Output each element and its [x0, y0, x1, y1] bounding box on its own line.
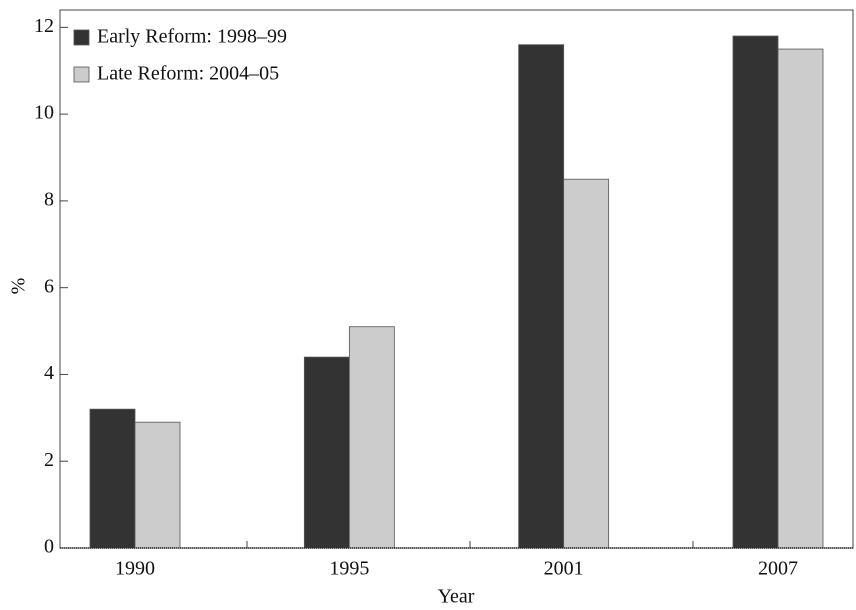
bar [303, 356, 350, 549]
bar [777, 48, 824, 549]
legend-swatch [73, 66, 90, 83]
legend-label: Late Reform: 2004–05 [97, 63, 279, 85]
bar [732, 35, 779, 549]
y-axis-label: % [8, 278, 30, 295]
x-axis-label: Year [438, 586, 475, 608]
bar [89, 408, 136, 549]
bar [563, 178, 610, 549]
y-tick-label: 4 [44, 362, 54, 384]
legend-label: Early Reform: 1998–99 [97, 26, 287, 48]
y-tick-label: 0 [44, 536, 54, 558]
x-tick-label: 2007 [758, 558, 798, 580]
x-tick-label: 1995 [329, 558, 369, 580]
bar [518, 44, 565, 549]
x-tick-label: 1990 [115, 558, 155, 580]
y-tick-label: 10 [34, 102, 54, 124]
bar [134, 421, 181, 549]
y-tick-label: 12 [34, 15, 54, 37]
y-tick-label: 6 [44, 275, 54, 297]
y-tick-label: 8 [44, 188, 54, 210]
x-tick-label: 2001 [544, 558, 584, 580]
y-tick-label: 2 [44, 449, 54, 471]
legend-swatch [73, 29, 90, 46]
bar [348, 326, 395, 549]
